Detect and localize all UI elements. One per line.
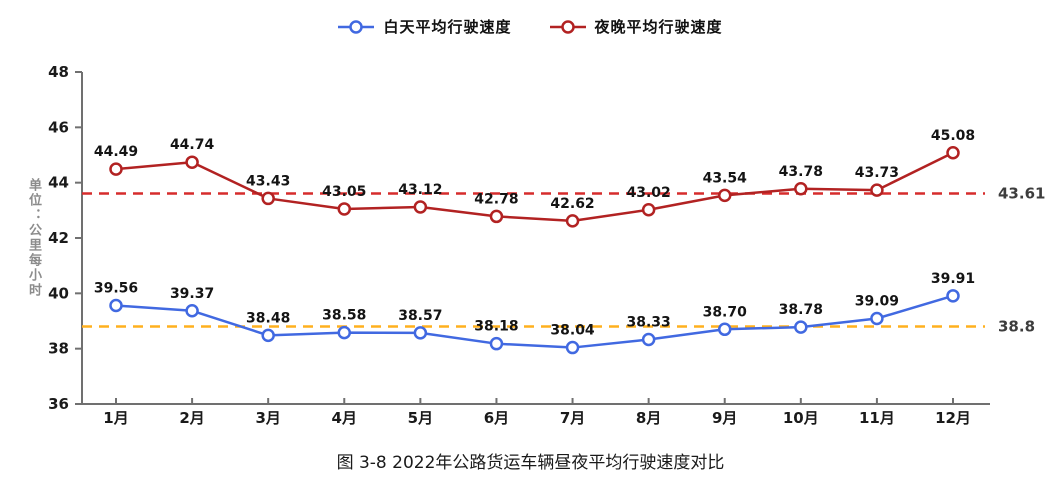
y-axis-unit-label: 单位：公里每小时 xyxy=(26,178,41,298)
day-point-label: 39.37 xyxy=(170,286,214,302)
day-series-point xyxy=(794,320,808,334)
day-series-point xyxy=(565,340,580,355)
night-point-label: 43.02 xyxy=(626,185,670,201)
figure-caption: 图 3-8 2022年公路货运车辆昼夜平均行驶速度对比 xyxy=(336,453,725,473)
night-point-label: 43.54 xyxy=(703,170,748,186)
night-point-label: 42.78 xyxy=(474,191,518,207)
x-axis-month-label: 2月 xyxy=(179,409,204,427)
night-series-point xyxy=(413,200,428,214)
day-point-label: 39.56 xyxy=(94,281,138,297)
x-axis-month-label: 5月 xyxy=(408,409,433,427)
night-average-reference-label: 43.61 xyxy=(998,184,1045,202)
y-axis-tick-label: 46 xyxy=(48,118,69,136)
night-point-label: 43.12 xyxy=(398,182,442,198)
night-series-point xyxy=(794,182,808,196)
legend-item-night: 夜晚平均行驶速度 xyxy=(549,16,723,37)
night-series-point xyxy=(717,188,732,203)
day-point-label: 38.33 xyxy=(626,315,670,331)
night-point-label: 43.73 xyxy=(855,165,899,181)
night-point-label: 42.62 xyxy=(550,196,594,212)
y-axis-tick-label: 40 xyxy=(48,284,69,302)
night-series-line xyxy=(114,151,955,223)
night-series-point xyxy=(489,209,504,224)
night-legend-circle xyxy=(560,19,575,34)
day-point-label: 38.70 xyxy=(703,304,748,320)
legend-label-night: 夜晚平均行驶速度 xyxy=(594,18,723,36)
day-point-label: 38.04 xyxy=(550,323,595,339)
night-series-point xyxy=(870,183,884,197)
y-axis-tick-label: 38 xyxy=(48,340,69,358)
y-axis-tick-label: 36 xyxy=(48,395,69,413)
night-point-label: 43.78 xyxy=(779,164,823,180)
x-axis-month-label: 8月 xyxy=(636,409,661,427)
x-axis-month-label: 10月 xyxy=(783,409,819,427)
day-series-point xyxy=(489,336,504,351)
chart-legend: 白天平均行驶速度 夜晚平均行驶速度 xyxy=(0,16,1061,37)
night-point-label: 43.43 xyxy=(246,173,290,189)
night-series-point xyxy=(946,146,960,160)
night-series-point xyxy=(641,203,656,217)
night-point-label: 44.74 xyxy=(170,137,215,153)
x-axis-month-label: 4月 xyxy=(332,409,357,427)
day-series-point xyxy=(413,326,428,340)
day-series-point xyxy=(870,311,884,326)
night-series-point xyxy=(337,202,352,216)
night-series-marker-icon xyxy=(549,19,586,34)
y-axis-tick-label: 44 xyxy=(48,174,69,192)
day-legend-circle xyxy=(349,19,364,34)
night-point-label: 43.05 xyxy=(322,184,366,200)
x-axis-month-label: 7月 xyxy=(560,409,585,427)
y-axis-tick-label: 48 xyxy=(48,63,69,81)
day-series-point xyxy=(185,304,199,318)
day-series-point xyxy=(946,289,960,303)
day-point-label: 38.48 xyxy=(246,310,290,326)
day-series-point xyxy=(641,332,656,347)
night-series-point xyxy=(261,191,275,206)
y-axis-tick-label: 42 xyxy=(48,229,69,247)
x-axis-month-label: 3月 xyxy=(255,409,280,427)
x-axis-month-label: 6月 xyxy=(484,409,509,427)
day-point-label: 38.57 xyxy=(398,308,442,324)
day-point-label: 38.78 xyxy=(779,302,823,318)
line-chart-canvas: 36 38 40 42 44 46 48 1月 2月 3月 4月 5月 6月 7月 8月 9月 10月 11月 12… xyxy=(48,63,1045,427)
legend-label-day: 白天平均行驶速度 xyxy=(383,18,512,36)
x-axis-month-label: 9月 xyxy=(712,409,737,427)
day-series-point xyxy=(261,328,275,343)
day-series-line xyxy=(114,294,955,349)
day-series-marker-icon xyxy=(338,19,375,34)
night-series-point xyxy=(185,155,199,169)
legend-item-day: 白天平均行驶速度 xyxy=(338,16,511,37)
day-point-label: 38.18 xyxy=(474,319,518,335)
day-point-label: 38.58 xyxy=(322,308,366,324)
x-axis-month-label: 12月 xyxy=(935,409,971,427)
night-series-point xyxy=(109,162,123,176)
x-axis-month-label: 11月 xyxy=(859,409,895,427)
day-series-point xyxy=(337,325,352,340)
night-point-label: 45.08 xyxy=(931,128,975,144)
day-point-label: 39.09 xyxy=(855,294,899,310)
day-series-point xyxy=(717,322,732,337)
night-series-point xyxy=(565,214,580,228)
x-axis-month-label: 1月 xyxy=(103,409,128,427)
day-average-reference-label: 38.8 xyxy=(998,318,1035,336)
day-point-label: 39.91 xyxy=(931,271,975,287)
day-series-point xyxy=(109,298,123,313)
night-point-label: 44.49 xyxy=(94,144,138,160)
